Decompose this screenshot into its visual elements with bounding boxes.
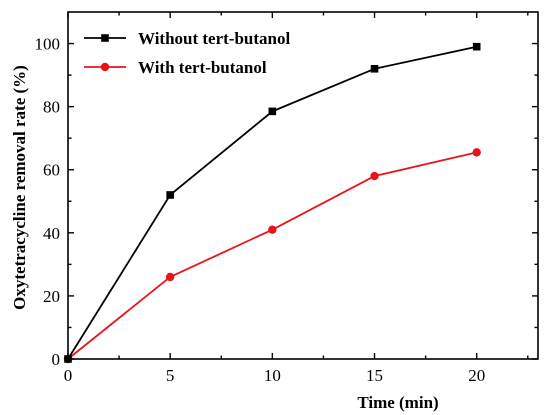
x-tick-label: 0 — [64, 366, 73, 385]
series-line — [67, 151, 477, 360]
y-axis-title: Oxytetracycline removal rate (%) — [10, 65, 29, 310]
plot-frame — [67, 11, 539, 360]
y-tick-label: 20 — [43, 287, 60, 306]
legend-item: Without tert-butanol — [84, 29, 290, 48]
x-axis-title: Time (min) — [357, 393, 438, 412]
legend: Without tert-butanol With tert-butanol — [84, 29, 290, 77]
data-point — [268, 107, 277, 116]
legend-label: With tert-butanol — [138, 58, 267, 77]
series-line — [67, 45, 477, 360]
data-point — [370, 171, 379, 181]
series-without-tert-butanol — [64, 42, 481, 363]
y-tick-label: 100 — [35, 35, 61, 54]
legend-marker — [101, 34, 109, 42]
y-tick-label: 60 — [43, 161, 60, 180]
y-tick-label: 40 — [43, 224, 60, 243]
data-point — [165, 272, 175, 282]
y-tick-label: 0 — [52, 350, 61, 369]
series-layer — [63, 42, 481, 364]
data-point — [370, 64, 379, 73]
x-tick-label: 20 — [468, 366, 485, 385]
data-point — [472, 42, 481, 51]
x-tick-label: 5 — [166, 366, 175, 385]
data-point — [268, 225, 277, 234]
x-tick-label: 15 — [366, 366, 383, 385]
data-point — [472, 148, 481, 157]
series-with-tert-butanol — [63, 148, 481, 364]
legend-item: With tert-butanol — [84, 58, 267, 77]
legend-label: Without tert-butanol — [138, 29, 290, 48]
x-tick-label: 10 — [264, 366, 281, 385]
legend-marker — [100, 62, 110, 72]
plot-border — [67, 11, 539, 360]
ticks-layer: 0 5 10 15 20 0 20 40 60 80 100 — [35, 12, 538, 385]
data-point — [166, 191, 174, 199]
y-tick-label: 80 — [43, 98, 60, 117]
